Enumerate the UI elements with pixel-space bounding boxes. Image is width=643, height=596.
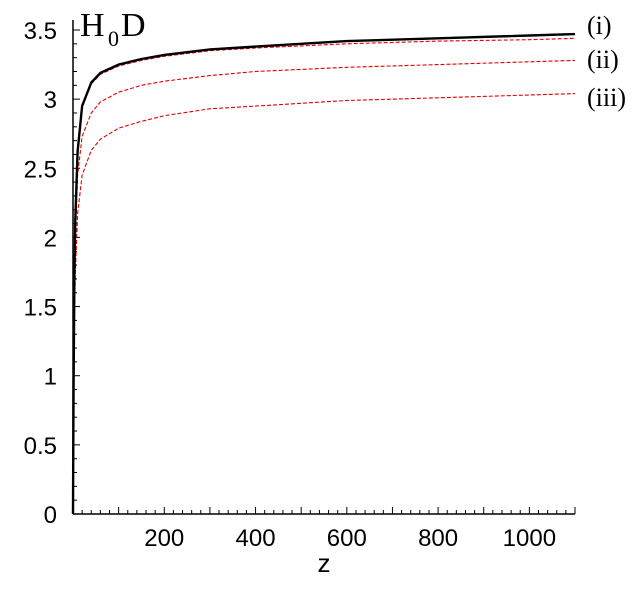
series-line-dashed-1 [72, 37, 576, 515]
x-tick-label: 200 [144, 525, 184, 552]
y-tick-label: 2.5 [24, 156, 57, 183]
y-tick-label: 3 [44, 87, 57, 114]
x-tick-label: 600 [327, 525, 367, 552]
y-tick-label: 3.5 [24, 18, 57, 45]
x-minor-ticks [72, 507, 576, 514]
title-suffix: D [121, 7, 146, 44]
x-tick-labels: 200 400 600 800 1000 [144, 525, 556, 552]
curve-label-1: (i) [587, 11, 612, 40]
x-tick-label: 1000 [503, 525, 556, 552]
axes [72, 20, 576, 515]
series-line-dashed-2 [72, 59, 576, 515]
curve-label-2: (ii) [587, 45, 619, 74]
title-subscript: 0 [108, 26, 119, 51]
y-tick-label: 2 [44, 225, 57, 252]
y-tick-label: 0 [44, 502, 57, 529]
curve-label-3: (iii) [587, 83, 626, 112]
x-tick-label: 400 [236, 525, 276, 552]
series-group [71, 32, 576, 515]
y-tick-label: 1.5 [24, 295, 57, 322]
y-tick-labels: 0 0.5 1 1.5 2 2.5 3 3.5 [24, 18, 57, 529]
curve-labels: (i) (ii) (iii) [587, 11, 626, 112]
y-tick-label: 0.5 [24, 433, 57, 460]
title-main: H [80, 7, 105, 44]
series-line-solid [71, 32, 576, 515]
x-tick-label: 800 [418, 525, 458, 552]
series-line-dashed-3 [72, 93, 576, 515]
chart-title: H 0 D [80, 7, 146, 51]
x-axis-title: z [318, 548, 331, 578]
y-tick-label: 1 [44, 364, 57, 391]
